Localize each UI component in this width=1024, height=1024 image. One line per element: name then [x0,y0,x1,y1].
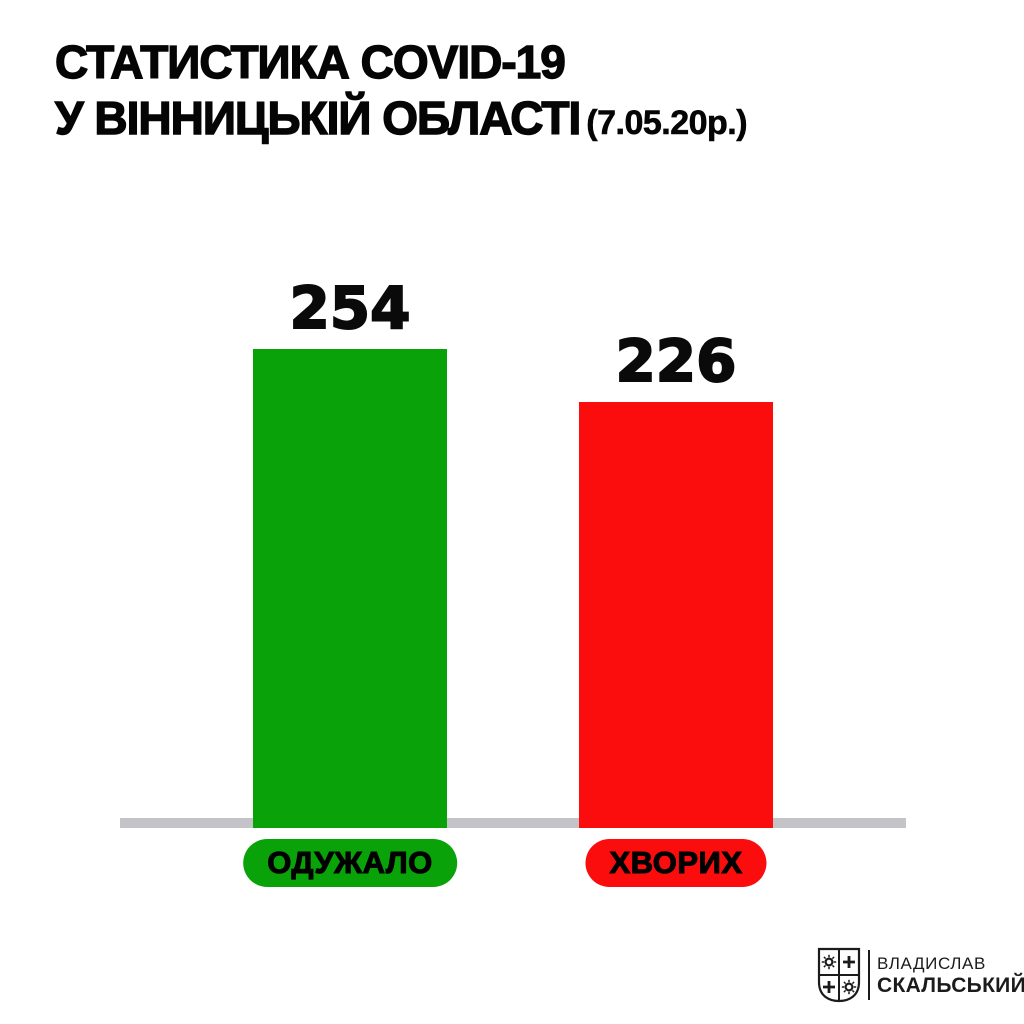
bar-group-recovered: 254 [253,274,447,828]
label-pill-recovered: ОДУЖАЛО [243,839,457,887]
sun-glyph [841,979,857,995]
sun-glyph [821,954,837,970]
chart-title-line2: У ВІННИЦЬКІЙ ОБЛАСТІ (7.05.20р.) [54,90,748,146]
label-pill-sick-text: ХВОРИХ [609,844,743,880]
brand-first-name: ВЛАДИСЛАВ [877,953,986,973]
chart-title-line2-text: У ВІННИЦЬКІЙ ОБЛАСТІ [54,91,582,145]
axis-baseline [120,818,906,828]
brand-logo: ВЛАДИСЛАВ СКАЛЬСЬКИЙ [816,946,1024,1004]
bar-value-sick: 226 [614,327,737,395]
cross-glyph [843,956,855,968]
title-block: СТАТИСТИКА COVID-19 У ВІННИЦЬКІЙ ОБЛАСТІ… [54,34,748,146]
bar-value-recovered: 254 [288,274,411,342]
logo-divider [868,950,870,1000]
cross-glyph [823,981,835,993]
chart-title-line1: СТАТИСТИКА COVID-19 [54,35,566,88]
label-pill-sick: ХВОРИХ [585,839,767,887]
bar-group-sick: 226 [579,327,773,828]
chart-date: (7.05.20р.) [586,104,748,143]
coat-of-arms-icon [817,947,861,1003]
brand-last-name: СКАЛЬСЬКИЙ [877,974,1024,998]
bar-sick [579,402,773,828]
brand-name: ВЛАДИСЛАВ СКАЛЬСЬКИЙ [877,953,1024,997]
label-pill-recovered-text: ОДУЖАЛО [267,844,433,880]
bar-recovered [253,349,447,828]
